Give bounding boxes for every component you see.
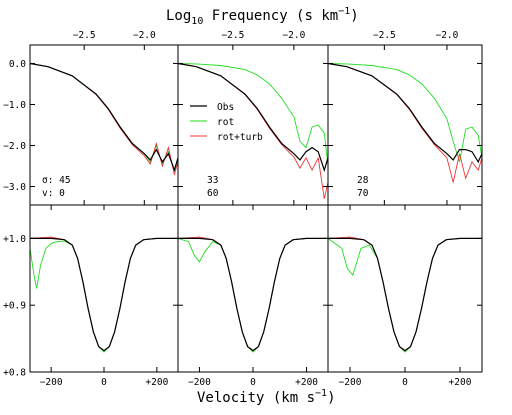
series-line-rot	[328, 63, 482, 163]
panel1-v-label: v: 0	[42, 188, 65, 199]
y-tick-label: −2.0	[3, 141, 26, 152]
bottom-x-tick-label: −200	[339, 377, 362, 388]
profile-panel-1: −200 0 +200 +1.0 +0.9 +0.8	[3, 204, 179, 388]
top-x-tick-label: −2.5	[373, 30, 396, 41]
fourier-panel-1: −2.5 −2.0 0.0 −1.0 −2.0 −3.0	[3, 30, 179, 206]
series-line-rot-turb	[178, 236, 328, 352]
profile-panel-3: −200 0 +200	[327, 204, 483, 388]
series-line-rot	[328, 237, 482, 353]
panel-frame	[29, 204, 179, 373]
bottom-x-tick-label: +200	[145, 377, 168, 388]
series-line-obs	[328, 62, 482, 164]
panel-frame	[327, 204, 483, 373]
legend: Obs rot rot+turb	[190, 102, 263, 143]
panel1-sigma-label: σ: 45	[42, 175, 71, 186]
fourier-panel-3: −2.5 −2.0	[327, 30, 483, 206]
legend-label-rot-turb: rot+turb	[217, 132, 263, 143]
y-tick-label: +0.9	[3, 301, 26, 312]
bottom-x-tick-label: +200	[295, 377, 318, 388]
fourier-panels: −2.5 −2.0 0.0 −1.0 −2.0 −3.0 −2.5 −2.0 −2.5 −2.0	[3, 30, 483, 206]
top-x-tick-label: −2.0	[282, 30, 305, 41]
y-tick-label: 0.0	[9, 59, 26, 70]
y-tick-label: −1.0	[3, 100, 26, 111]
series-line-rot	[30, 63, 178, 172]
y-tick-label: +1.0	[3, 234, 26, 245]
series-line-rot-turb	[30, 236, 178, 352]
top-x-tick-label: −2.0	[435, 30, 458, 41]
bottom-x-tick-label: +200	[449, 377, 472, 388]
bottom-x-tick-label: −200	[40, 377, 63, 388]
series-line-rot-turb	[328, 236, 482, 352]
series-line-obs	[30, 237, 178, 352]
panel-frame	[327, 44, 483, 206]
bottom-x-tick-label: 0	[101, 377, 107, 388]
panel3-v-label: 70	[357, 188, 369, 199]
panel2-sigma-label: 33	[207, 175, 218, 186]
bottom-x-tick-label: 0	[250, 377, 256, 388]
top-x-tick-label: −2.0	[133, 30, 156, 41]
series-line-rot-turb	[328, 63, 482, 183]
series-line-obs	[178, 62, 328, 173]
series-line-rot	[178, 63, 328, 167]
series-line-obs	[178, 237, 328, 352]
series-line-rot	[178, 237, 328, 353]
y-tick-label: −3.0	[3, 182, 26, 193]
top-x-tick-label: −2.5	[73, 30, 96, 41]
fourier-panel-2: −2.5 −2.0	[177, 30, 329, 206]
top-axis-title: Log10 Frequency (s km−1)	[166, 6, 359, 27]
profile-panels: −200 0 +200 +1.0 +0.9 +0.8 −200 0 +200 −200 0 +200	[3, 204, 483, 388]
y-tick-label: +0.8	[3, 368, 26, 379]
legend-label-rot: rot	[217, 117, 234, 128]
panel2-v-label: 60	[207, 188, 219, 199]
series-line-rot-turb	[30, 63, 178, 176]
series-line-rot	[30, 237, 178, 353]
panel3-sigma-label: 28	[357, 175, 369, 186]
bottom-x-tick-label: 0	[402, 377, 408, 388]
series-line-obs	[30, 62, 178, 173]
bottom-axis-title: Velocity (km s−1)	[197, 388, 336, 406]
top-x-tick-label: −2.5	[221, 30, 244, 41]
legend-label-obs: Obs	[217, 102, 234, 113]
profile-panel-2: −200 0 +200	[177, 204, 329, 388]
panel-frame	[177, 204, 329, 373]
bottom-x-tick-label: −200	[188, 377, 211, 388]
series-line-obs	[328, 237, 482, 352]
panel-frame	[177, 44, 329, 206]
